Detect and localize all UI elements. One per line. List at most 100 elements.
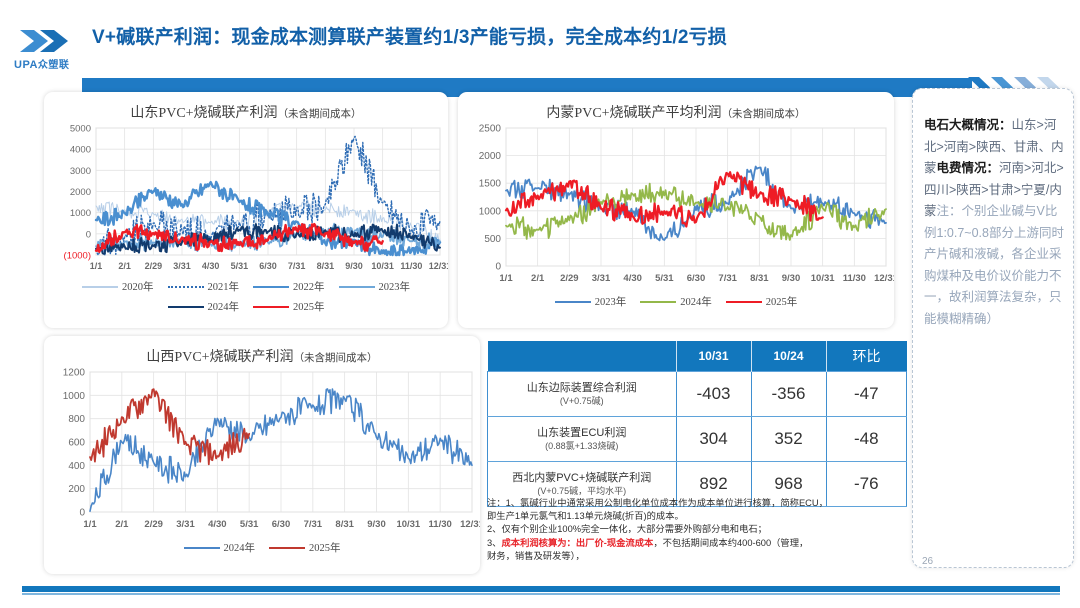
row-value-1031: 304: [675, 416, 752, 462]
svg-text:5000: 5000: [70, 124, 91, 135]
footnote-line-4: 3、成本利润核算为：出厂价-现金流成本，不包括期间成本约400-600（管理，: [487, 537, 895, 550]
table-header-change: 环比: [825, 341, 907, 372]
svg-text:2/29: 2/29: [145, 261, 163, 271]
svg-text:1/1: 1/1: [499, 273, 513, 284]
svg-text:4000: 4000: [70, 145, 91, 156]
svg-text:800: 800: [68, 414, 85, 425]
svg-text:9/30: 9/30: [782, 273, 801, 284]
chart-title-main: 山东PVC+烧碱联产利润: [130, 106, 278, 121]
svg-text:600: 600: [68, 438, 85, 449]
row-label-sub: (V+0.75碱，平均水平): [537, 486, 627, 497]
svg-text:1000: 1000: [63, 391, 86, 402]
footnote-line-3: 2、仅有个别企业100%完全一体化，大部分需要外购部分电和电石；: [487, 524, 767, 535]
svg-text:8/31: 8/31: [335, 519, 354, 530]
legend-label: 2024年: [223, 543, 256, 554]
legend-label: 2023年: [594, 297, 627, 308]
svg-text:1/1: 1/1: [83, 519, 97, 530]
svg-text:1500: 1500: [479, 179, 502, 190]
legend-swatch: [640, 300, 677, 303]
svg-text:1000: 1000: [70, 208, 91, 219]
legend-swatch: [554, 300, 591, 303]
svg-text:3/31: 3/31: [176, 519, 195, 530]
side-note-text-1: 山东>河北>河南>陕西、甘肃、内蒙: [924, 118, 1064, 175]
legend-item: 2023年: [554, 294, 627, 309]
table-row: 山东边际装置综合利润 (V+0.75碱) -403 -356 -47: [487, 371, 907, 417]
table-row: 山东装置ECU利润 (0.88氯+1.33烧碱) 304 352 -48: [487, 416, 907, 462]
row-value-1031: -403: [675, 371, 752, 417]
chart-plot-shanxi: 0 200 400 600 800 1000 1200 1/1 2/1 2/29 3/31 4/30 5…: [44, 366, 480, 536]
table-header-label: [487, 341, 676, 372]
svg-text:11/30: 11/30: [843, 273, 866, 284]
svg-text:7/31: 7/31: [288, 261, 306, 271]
legend-swatch: [338, 285, 375, 288]
legend-item: 2021年: [167, 279, 239, 294]
legend-swatch: [269, 546, 305, 549]
chart-card-shandong: 山东PVC+烧碱联产利润（未含期间成本） (1000) 0 1000 2000 3000…: [44, 92, 448, 328]
svg-text:400: 400: [68, 461, 85, 472]
legend-swatch: [725, 300, 762, 303]
footnote-4-highlight: 成本利润核算为：出厂价-现金流成本: [501, 537, 654, 548]
side-note-bold-2: 电费情况：: [936, 161, 1000, 175]
legend-item: 2024年: [183, 540, 256, 555]
chart-plot-neimeng: 0 500 1000 1500 2000 2500 1/1 2/1 2/29 3/31 4/30 5/…: [458, 122, 894, 290]
chart-legend-shanxi: 2024年 2025年: [112, 540, 412, 555]
svg-text:12/31: 12/31: [429, 261, 448, 271]
table-head: 10/31 10/24 环比: [487, 341, 907, 372]
chart-card-shanxi: 山西PVC+烧碱联产利润（未含期间成本） 0 200 400 600 800 1000 12…: [44, 336, 480, 574]
slide-header: UPA众塑联 V+碱联产利润：现金成本测算联产装置约1/3产能亏损，完全成本约1…: [0, 18, 1080, 98]
logo-text-cjk: 众塑联: [37, 60, 70, 71]
svg-text:3/31: 3/31: [592, 273, 611, 284]
svg-text:10/31: 10/31: [371, 261, 394, 271]
chart-title-neimeng: 内蒙PVC+烧碱联产平均利润（未含期间成本）: [458, 92, 894, 122]
svg-text:7/31: 7/31: [718, 273, 737, 284]
footnote-4-suffix: ，不包括期间成本约400-600（管理，: [653, 537, 809, 548]
row-label: 山东边际装置综合利润 (V+0.75碱): [487, 371, 677, 417]
row-value-1024: -356: [750, 371, 827, 417]
chart-legend-shandong: 2020年 2021年 2022年 2023年 2024年 2025年: [81, 279, 411, 314]
svg-text:(1000): (1000): [64, 251, 91, 262]
svg-text:8/31: 8/31: [750, 273, 769, 284]
svg-text:0: 0: [79, 508, 85, 519]
legend-label: 2023年: [378, 282, 411, 293]
legend-label: 2024年: [207, 302, 240, 313]
legend-swatch: [183, 546, 220, 549]
svg-text:3/31: 3/31: [173, 261, 191, 271]
svg-text:5/31: 5/31: [240, 519, 259, 530]
table-header-date-2: 10/24: [750, 341, 826, 372]
svg-text:500: 500: [484, 234, 501, 245]
row-label-main: 山东装置ECU利润: [537, 426, 627, 439]
svg-text:5/31: 5/31: [655, 273, 674, 284]
footnote-line-1: 注：1、氯碱行业中通常采用公制电化单位成本作为成本单位进行核算，简称ECU，: [487, 498, 828, 508]
svg-text:8/31: 8/31: [317, 261, 335, 271]
table-header-date-1: 10/31: [675, 341, 751, 372]
svg-text:9/30: 9/30: [367, 519, 386, 530]
chart-plot-shandong: (1000) 0 1000 2000 3000 4000 5000 1/1 2/1 2/29 3/3…: [44, 122, 448, 277]
row-label: 山东装置ECU利润 (0.88氯+1.33烧碱): [487, 416, 677, 462]
row-label-main: 西北内蒙PVC+烧碱联产利润: [512, 471, 652, 484]
table-row: 西北内蒙PVC+烧碱联产利润 (V+0.75碱，平均水平) 892 968 -76: [487, 461, 907, 507]
chart-legend-neimeng: 2023年 2024年 2025年: [486, 294, 866, 309]
svg-text:11/30: 11/30: [429, 519, 452, 530]
svg-text:3000: 3000: [70, 166, 91, 177]
logo-wordmark: UPA众塑联: [14, 56, 69, 71]
footnote-4-prefix: 3、: [487, 537, 502, 548]
svg-text:10/31: 10/31: [396, 519, 420, 530]
side-note-content: 电石大概情况：山东>河北>河南>陕西、甘肃、内蒙电费情况：河南>河北>四川>陕西…: [913, 89, 1073, 330]
side-note-text-2: 河南>河北>四川>陕西>甘肃>宁夏/内蒙: [924, 161, 1064, 218]
svg-text:4/30: 4/30: [623, 273, 642, 284]
row-label-sub: (0.88氯+1.33烧碱): [545, 441, 619, 452]
svg-text:5/31: 5/31: [231, 261, 249, 271]
legend-item: 2024年: [640, 294, 712, 309]
table-header-row: 10/31 10/24 环比: [487, 341, 907, 372]
legend-swatch: [253, 285, 289, 288]
summary-table: 10/31 10/24 环比 山东边际装置综合利润 (V+0.75碱) -403 -3…: [487, 341, 907, 507]
chart-title-main: 山西PVC+烧碱联产利润: [146, 350, 294, 365]
svg-text:6/30: 6/30: [687, 273, 706, 284]
svg-text:1/1: 1/1: [90, 261, 103, 271]
chart-title-main: 内蒙PVC+烧碱联产平均利润: [546, 106, 722, 121]
side-note-bold-1: 电石大概情况：: [924, 118, 1012, 132]
svg-text:12/31: 12/31: [460, 519, 480, 530]
table-body: 山东边际装置综合利润 (V+0.75碱) -403 -356 -47 山东装置ECU利润 (…: [487, 371, 907, 507]
page-title: V+碱联产利润：现金成本测算联产装置约1/3产能亏损，完全成本约1/2亏损: [92, 27, 727, 48]
legend-label: 2022年: [293, 282, 325, 293]
